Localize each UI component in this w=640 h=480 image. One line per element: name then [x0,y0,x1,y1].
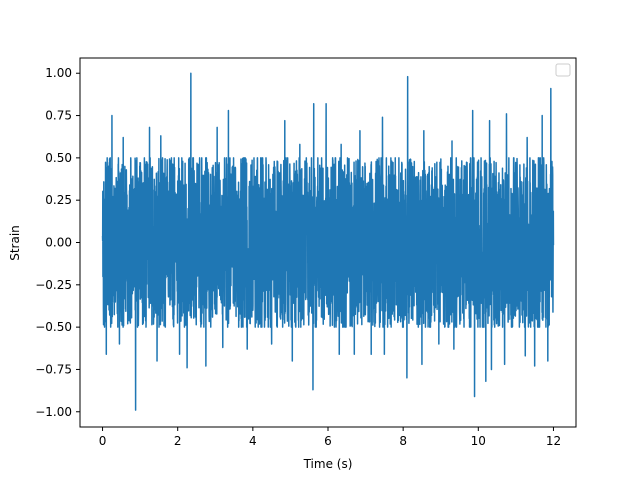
y-tick-label: 0.75 [45,109,72,123]
y-tick-label: 0.00 [45,236,72,250]
x-tick-label: 6 [324,434,332,448]
y-tick-label: 0.25 [45,193,72,207]
y-tick-label: 0.50 [45,151,72,165]
axis-ticks: 0 2 4 6 8 10 12 −1.00 −0.75 −0.50 −0.25 0.00 0.25 0.5… [35,66,561,448]
x-tick-label: 12 [546,434,561,448]
plot-area [101,72,555,411]
x-tick-label: 4 [249,434,257,448]
y-tick-label: −0.75 [35,362,72,376]
x-tick-label: 0 [99,434,107,448]
y-tick-label: −0.25 [35,278,72,292]
x-tick-label: 2 [174,434,182,448]
y-tick-label: −0.50 [35,320,72,334]
x-tick-label: 10 [471,434,486,448]
strain-series-line [101,72,555,411]
y-tick-label: 1.00 [45,66,72,80]
y-axis-label: Strain [8,225,22,261]
y-tick-label: −1.00 [35,405,72,419]
x-tick-label: 8 [399,434,407,448]
legend-box [555,63,571,77]
x-axis-label: Time (s) [303,457,353,471]
